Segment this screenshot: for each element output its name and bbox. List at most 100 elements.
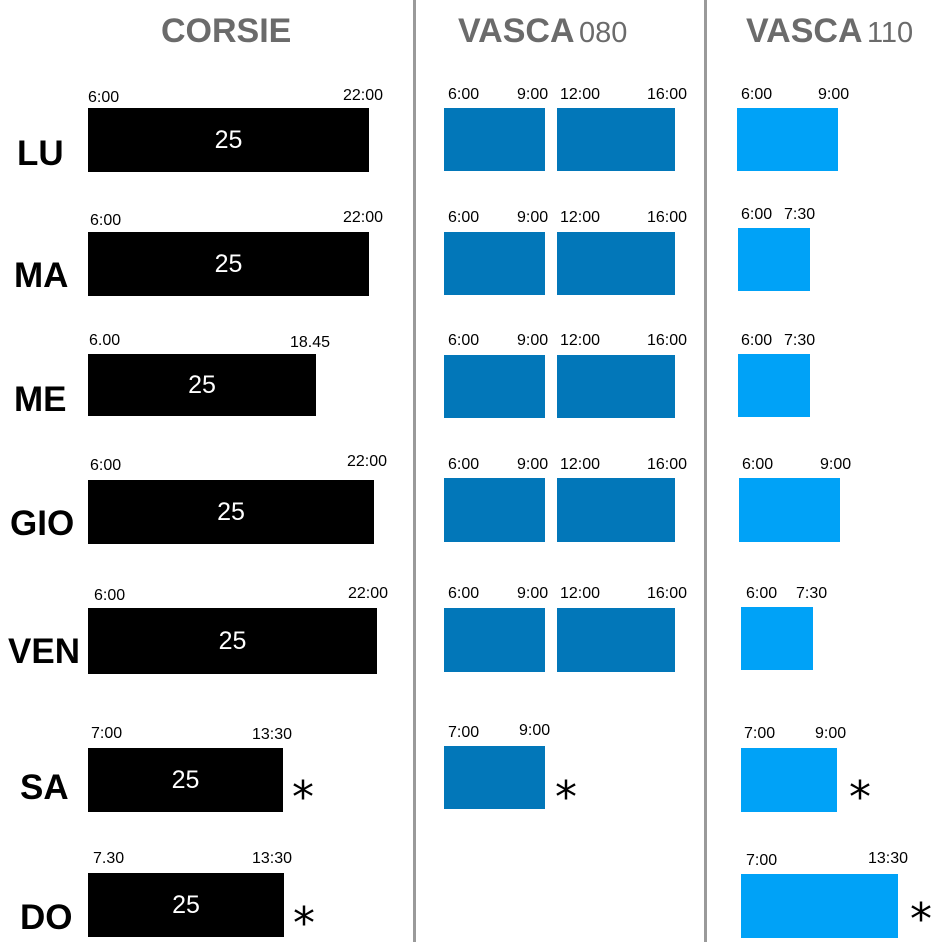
- vasca-110-end-time: 9:00: [818, 86, 850, 103]
- vasca-110-bar: [741, 874, 898, 938]
- vasca-110-end-time: 9:00: [820, 456, 852, 473]
- vasca-080-bar: [557, 355, 675, 418]
- day-label: LU: [17, 134, 64, 173]
- vasca-110-end-time: 7:30: [784, 206, 816, 223]
- vasca-080-start-time: 6:00: [448, 86, 480, 103]
- day-label: VEN: [8, 632, 80, 671]
- vasca-110-start-time: 7:00: [744, 725, 776, 742]
- vasca-110-bar: [741, 748, 837, 812]
- corsie-start-time: 6:00: [90, 212, 122, 229]
- asterisk-note: *: [292, 772, 314, 823]
- corsie-bar: 25: [88, 480, 374, 544]
- vasca-110-bar: [739, 478, 840, 542]
- vasca-080-bar: [557, 478, 675, 542]
- vasca-110-bar: [738, 228, 810, 291]
- asterisk-note: *: [910, 894, 932, 945]
- day-label: ME: [14, 380, 67, 419]
- day-label: SA: [20, 768, 69, 807]
- corsie-lanes-count: 25: [218, 626, 247, 655]
- corsie-end-time: 22:00: [343, 87, 384, 104]
- vasca-110-bar: [738, 354, 810, 417]
- corsie-start-time: 7:00: [91, 725, 123, 742]
- header-corsie-label: CORSIE: [161, 12, 292, 50]
- corsie-bar: 25: [88, 873, 284, 937]
- vasca-080-end-time: 16:00: [647, 86, 688, 103]
- header-vasca-110-depth: 110: [866, 17, 914, 49]
- vasca-080-end-time: 16:00: [647, 456, 688, 473]
- vasca-110-bar: [737, 108, 838, 171]
- vasca-080-start-time: 6:00: [448, 332, 480, 349]
- vasca-110-end-time: 7:30: [784, 332, 816, 349]
- vasca-110-start-time: 6:00: [746, 585, 778, 602]
- vasca-080-bar: [557, 108, 675, 171]
- corsie-start-time: 6.00: [89, 332, 121, 349]
- vasca-080-end-time: 16:00: [647, 209, 688, 226]
- vasca-110-start-time: 7:00: [746, 852, 778, 869]
- day-label: GIO: [10, 504, 75, 543]
- vasca-080-start-time: 12:00: [560, 209, 601, 226]
- corsie-bar: 25: [88, 608, 377, 674]
- vasca-110-start-time: 6:00: [741, 332, 773, 349]
- vasca-080-end-time: 9:00: [517, 209, 549, 226]
- vasca-080-end-time: 9:00: [517, 585, 549, 602]
- header-vasca-110-label: VASCA: [746, 12, 863, 50]
- vasca-110-start-time: 6:00: [741, 206, 773, 223]
- header-vasca-080: VASCA 080: [458, 14, 627, 48]
- corsie-start-time: 7.30: [93, 850, 125, 867]
- vasca-080-start-time: 12:00: [560, 585, 601, 602]
- asterisk-note: *: [293, 898, 315, 949]
- asterisk-note: *: [555, 772, 577, 823]
- day-label: MA: [14, 256, 69, 295]
- header-vasca-080-label: VASCA: [458, 12, 575, 50]
- corsie-bar: 25: [88, 108, 369, 172]
- vasca-110-end-time: 9:00: [815, 725, 847, 742]
- vasca-110-start-time: 6:00: [742, 456, 774, 473]
- corsie-lanes-count: 25: [217, 497, 245, 526]
- corsie-lanes-count: 25: [214, 125, 243, 154]
- vasca-080-start-time: 6:00: [448, 456, 480, 473]
- vasca-110-start-time: 6:00: [741, 86, 773, 103]
- vasca-080-start-time: 6:00: [448, 209, 480, 226]
- vasca-080-start-time: 12:00: [560, 456, 601, 473]
- vasca-080-bar: [444, 478, 545, 542]
- corsie-lanes-count: 25: [188, 370, 216, 399]
- vasca-080-end-time: 16:00: [647, 585, 688, 602]
- header-corsie: CORSIE: [161, 14, 291, 48]
- vasca-080-start-time: 12:00: [560, 332, 601, 349]
- column-divider-1: [413, 0, 416, 942]
- vasca-080-end-time: 9:00: [519, 722, 551, 739]
- corsie-end-time: 22:00: [348, 585, 389, 602]
- corsie-start-time: 6:00: [88, 89, 120, 106]
- vasca-080-start-time: 7:00: [448, 724, 480, 741]
- vasca-080-start-time: 6:00: [448, 585, 480, 602]
- vasca-080-start-time: 12:00: [560, 86, 601, 103]
- header-vasca-110: VASCA 110: [746, 14, 913, 48]
- vasca-080-bar: [444, 108, 545, 171]
- corsie-end-time: 13:30: [252, 726, 293, 743]
- corsie-lanes-count: 25: [172, 890, 200, 919]
- vasca-080-bar: [557, 232, 675, 295]
- vasca-080-bar: [444, 232, 545, 295]
- corsie-bar: 25: [88, 232, 369, 296]
- vasca-110-end-time: 7:30: [796, 585, 828, 602]
- vasca-080-end-time: 9:00: [517, 456, 549, 473]
- corsie-bar: 25: [88, 354, 316, 416]
- corsie-end-time: 18.45: [290, 334, 331, 351]
- vasca-080-end-time: 9:00: [517, 332, 549, 349]
- vasca-110-end-time: 13:30: [868, 850, 909, 867]
- corsie-start-time: 6:00: [90, 457, 122, 474]
- corsie-lanes-count: 25: [214, 249, 243, 278]
- corsie-end-time: 22:00: [343, 209, 384, 226]
- vasca-080-bar: [444, 355, 545, 418]
- corsie-bar: 25: [88, 748, 283, 812]
- vasca-080-bar: [444, 746, 545, 809]
- asterisk-note: *: [849, 772, 871, 823]
- vasca-080-end-time: 9:00: [517, 86, 549, 103]
- corsie-end-time: 13:30: [252, 850, 293, 867]
- corsie-start-time: 6:00: [94, 587, 126, 604]
- vasca-080-end-time: 16:00: [647, 332, 688, 349]
- header-vasca-080-depth: 080: [578, 17, 628, 49]
- vasca-080-bar: [444, 608, 545, 672]
- corsie-end-time: 22:00: [347, 453, 388, 470]
- day-label: DO: [20, 898, 73, 937]
